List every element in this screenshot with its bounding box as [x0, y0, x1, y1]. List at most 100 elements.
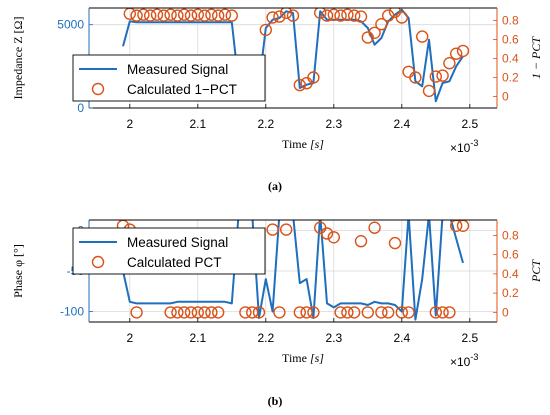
- pct-marker: [177, 8, 191, 21]
- pct-marker: [409, 71, 422, 84]
- pct-marker: [191, 306, 205, 319]
- legend-label-calculated: Calculated 1−PCT: [127, 82, 237, 97]
- y-left-tick-label: 0: [77, 101, 84, 115]
- pct-marker: [327, 231, 340, 244]
- x-multiplier-exp: -3: [470, 138, 478, 148]
- pct-marker: [341, 306, 354, 319]
- panel-a: 2 2.1 2.2 2.3 2.4 2.5 0 5000 0 0.2 0.4 0.6 0.8 Impeda…: [11, 7, 543, 193]
- y-right-tick-label: 0.6: [502, 32, 519, 46]
- legend-marker-swatch: [91, 82, 105, 96]
- pct-marker: [225, 9, 239, 22]
- y-right-tick-label: 0: [502, 90, 509, 104]
- pct-marker: [354, 234, 368, 248]
- y-right-tick-label: 0.6: [502, 248, 519, 262]
- pct-marker: [436, 69, 449, 82]
- x-axis-label: Time [s]: [282, 351, 324, 365]
- pct-marker: [443, 306, 456, 319]
- pct-marker: [395, 306, 408, 319]
- panel-caption: (a): [268, 179, 282, 193]
- x-multiplier-base: ×10: [450, 141, 471, 155]
- pct-marker: [293, 78, 306, 92]
- pct-marker: [171, 306, 184, 319]
- pct-marker: [314, 8, 327, 19]
- pct-marker: [300, 306, 313, 319]
- measured-signal-line: [122, 220, 464, 321]
- x-tick-label: 2.5: [461, 117, 478, 131]
- x-axis-label: Time [s]: [282, 137, 324, 151]
- x-tick-label: 2.5: [461, 331, 478, 345]
- plot-area: [116, 220, 470, 321]
- legend: Measured Signal Calculated PCT: [72, 227, 266, 275]
- pct-marker: [382, 9, 395, 22]
- x-multiplier-label: ×10-3: [450, 352, 478, 369]
- pct-marker: [375, 18, 388, 31]
- pct-marker: [348, 9, 361, 22]
- legend: Measured Signal Calculated 1−PCT: [72, 54, 266, 102]
- x-tick-label: 2.1: [189, 117, 206, 131]
- x-axis-label-unit: [s]: [310, 137, 324, 151]
- pct-marker: [368, 221, 381, 234]
- pct-marker: [456, 44, 470, 58]
- pct-marker: [252, 306, 266, 319]
- pct-marker: [177, 306, 191, 319]
- x-tick-label: 2.4: [393, 117, 410, 131]
- pct-marker: [388, 236, 402, 250]
- pct-marker: [164, 306, 177, 319]
- pct-marker: [266, 223, 279, 236]
- y-right-axis-label: 1 − PCT: [529, 36, 543, 79]
- pct-marker: [205, 8, 218, 21]
- pct-marker: [150, 8, 164, 21]
- pct-marker: [382, 306, 395, 319]
- legend-marker-swatch: [91, 255, 105, 269]
- pct-marker: [273, 306, 286, 319]
- pct-marker: [334, 306, 347, 319]
- pct-marker: [327, 8, 340, 21]
- pct-marker: [280, 223, 293, 236]
- pct-marker: [198, 306, 211, 319]
- pct-marker: [361, 306, 374, 319]
- panel-b: 22.12.22.32.42.5-100-50000.20.40.60.8Pha…: [11, 219, 543, 408]
- legend-label-measured: Measured Signal: [127, 62, 228, 77]
- x-multiplier-label: ×10-3: [450, 138, 478, 155]
- pct-marker: [334, 9, 347, 22]
- pct-marker: [198, 9, 211, 22]
- pct-marker: [211, 306, 225, 319]
- y-right-tick-label: 0.4: [502, 51, 519, 65]
- pct-marker: [239, 306, 252, 319]
- pct-marker: [205, 306, 218, 319]
- pct-marker: [395, 11, 408, 24]
- legend-label-calculated: Calculated PCT: [127, 255, 222, 270]
- x-axis-label-unit: [s]: [310, 351, 324, 365]
- pct-marker: [130, 306, 143, 319]
- pct-marker: [375, 306, 388, 319]
- pct-marker: [456, 220, 470, 232]
- pct-marker: [443, 57, 456, 70]
- y-left-tick-label: -100: [60, 304, 84, 318]
- legend-label-measured: Measured Signal: [127, 235, 228, 250]
- y-left-axis-label: Phase φ [°]: [11, 244, 25, 298]
- pct-marker: [171, 9, 184, 22]
- x-tick-label: 2.2: [257, 331, 274, 345]
- pct-marker: [245, 306, 259, 319]
- pct-marker: [307, 71, 320, 84]
- legend-box: [72, 54, 266, 102]
- pct-marker: [354, 10, 368, 23]
- pct-marker: [429, 70, 442, 83]
- x-tick-label: 2: [126, 117, 133, 131]
- pct-marker: [450, 47, 463, 60]
- pct-marker: [402, 306, 415, 319]
- pct-marker: [259, 23, 272, 37]
- x-axis-label-text: Time: [282, 137, 310, 151]
- y-left-tick-label: 5000: [57, 18, 84, 32]
- x-tick-label: 2.3: [325, 117, 342, 131]
- pct-marker: [416, 30, 429, 43]
- pct-marker: [429, 306, 442, 319]
- x-tick-label: 2.1: [189, 331, 206, 345]
- pct-marker: [286, 9, 300, 22]
- pct-marker: [218, 8, 232, 21]
- pct-marker: [164, 8, 177, 21]
- pct-marker: [307, 306, 320, 319]
- pct-marker: [211, 9, 225, 22]
- y-right-tick-label: 0.8: [502, 228, 519, 242]
- legend-box: [72, 227, 266, 275]
